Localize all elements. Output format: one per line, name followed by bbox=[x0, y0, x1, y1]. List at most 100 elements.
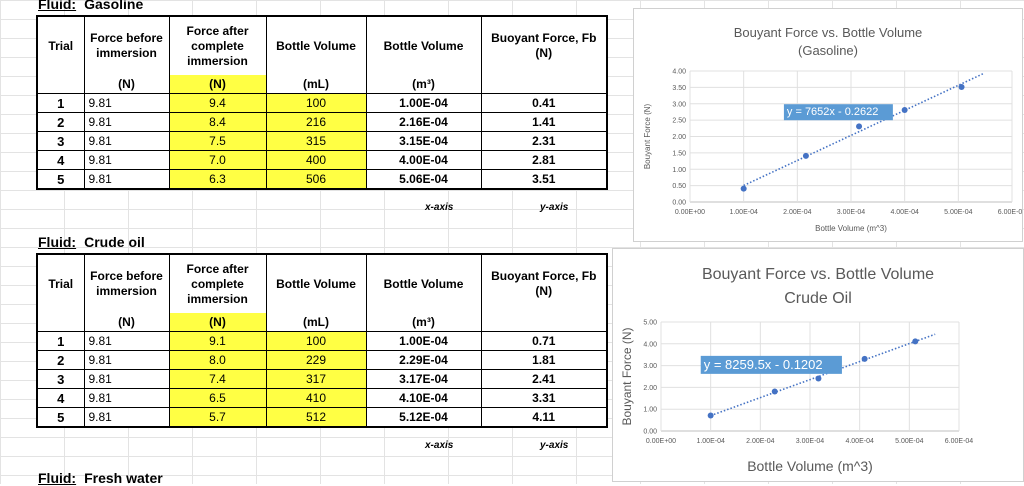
chart-gasoline[interactable]: Bouyant Force vs. Bottle Volume (Gasoline… bbox=[633, 8, 1023, 242]
unit-fb bbox=[481, 313, 608, 332]
cell-ml[interactable]: 506 bbox=[266, 169, 367, 189]
y-tick-label: 0.00 bbox=[643, 429, 657, 436]
fluid-title-fresh-water: Fluid: Fresh water bbox=[38, 470, 163, 486]
cell-m3[interactable]: 2.29E-04 bbox=[366, 350, 482, 370]
cell-trial[interactable]: 2 bbox=[37, 112, 85, 132]
cell-after[interactable]: 5.7 bbox=[169, 407, 267, 427]
cell-ml[interactable]: 317 bbox=[266, 369, 367, 389]
unit-m3: (m³) bbox=[366, 75, 482, 94]
cell-after[interactable]: 7.5 bbox=[169, 131, 267, 151]
cell-trial[interactable]: 4 bbox=[37, 150, 85, 170]
cell-m3[interactable]: 3.15E-04 bbox=[366, 131, 482, 151]
equation-text: y = 8259.5x - 0.1202 bbox=[704, 357, 823, 372]
cell-before[interactable]: 9.81 bbox=[84, 388, 170, 408]
y-tick-label: 4.00 bbox=[672, 69, 686, 76]
header-trial: Trial bbox=[37, 254, 85, 313]
cell-before[interactable]: 9.81 bbox=[84, 407, 170, 427]
data-point bbox=[802, 152, 809, 159]
cell-m3[interactable]: 3.17E-04 bbox=[366, 369, 482, 389]
cell-after[interactable]: 8.4 bbox=[169, 112, 267, 132]
cell-m3[interactable]: 5.06E-04 bbox=[366, 169, 482, 189]
cell-before[interactable]: 9.81 bbox=[84, 169, 170, 189]
data-point bbox=[856, 123, 863, 130]
cell-fb[interactable]: 2.41 bbox=[481, 369, 608, 389]
cell-trial[interactable]: 5 bbox=[37, 407, 85, 427]
y-tick-label: 1.00 bbox=[643, 407, 657, 414]
cell-after[interactable]: 6.3 bbox=[169, 169, 267, 189]
header-bottle-volume-ml: Bottle Volume bbox=[266, 254, 367, 313]
equation-box bbox=[783, 104, 893, 121]
cell-after[interactable]: 6.5 bbox=[169, 388, 267, 408]
table-row: 1 9.81 9.4 100 1.00E-04 0.41 bbox=[37, 93, 608, 113]
cell-before[interactable]: 9.81 bbox=[84, 331, 170, 351]
fluid-title-crude-oil: Fluid: Crude oil bbox=[38, 234, 145, 250]
cell-ml[interactable]: 100 bbox=[266, 331, 367, 351]
cell-fb[interactable]: 3.51 bbox=[481, 169, 608, 189]
cell-fb[interactable]: 2.31 bbox=[481, 131, 608, 151]
unit-before: (N) bbox=[84, 75, 170, 94]
cell-fb[interactable]: 0.41 bbox=[481, 93, 608, 113]
trendline bbox=[710, 333, 936, 417]
cell-m3[interactable]: 4.00E-04 bbox=[366, 150, 482, 170]
fluid-name: Fresh water bbox=[84, 470, 163, 486]
y-tick-label: 3.00 bbox=[643, 363, 657, 370]
cell-before[interactable]: 9.81 bbox=[84, 369, 170, 389]
x-tick-label: 1.00E-04 bbox=[696, 438, 725, 445]
cell-ml[interactable]: 400 bbox=[266, 150, 367, 170]
cell-m3[interactable]: 2.16E-04 bbox=[366, 112, 482, 132]
cell-m3[interactable]: 1.00E-04 bbox=[366, 93, 482, 113]
cell-trial[interactable]: 1 bbox=[37, 93, 85, 113]
x-tick-label: 6.00E-04 bbox=[945, 438, 974, 445]
cell-after[interactable]: 9.1 bbox=[169, 331, 267, 351]
cell-trial[interactable]: 1 bbox=[37, 331, 85, 351]
cell-trial[interactable]: 4 bbox=[37, 388, 85, 408]
x-axis-label: Bottle Volume (m^3) bbox=[747, 458, 873, 474]
cell-fb[interactable]: 2.81 bbox=[481, 150, 608, 170]
header-bottle-volume-m3: Bottle Volume bbox=[366, 254, 482, 313]
cell-fb[interactable]: 0.71 bbox=[481, 331, 608, 351]
trendline-equation: y = 7652x - 0.2622 bbox=[783, 104, 893, 121]
cell-fb[interactable]: 3.31 bbox=[481, 388, 608, 408]
chart-subtitle: (Gasoline) bbox=[798, 43, 858, 58]
cell-after[interactable]: 7.4 bbox=[169, 369, 267, 389]
table-row: 2 9.81 8.0 229 2.29E-04 1.81 bbox=[37, 350, 608, 370]
cell-after[interactable]: 8.0 bbox=[169, 350, 267, 370]
cell-ml[interactable]: 216 bbox=[266, 112, 367, 132]
cell-fb[interactable]: 1.81 bbox=[481, 350, 608, 370]
header-bottle-volume-ml: Bottle Volume bbox=[266, 16, 367, 75]
cell-trial[interactable]: 5 bbox=[37, 169, 85, 189]
chart-crude-oil[interactable]: Bouyant Force vs. Bottle Volume Crude Oil… bbox=[612, 248, 1024, 482]
cell-trial[interactable]: 2 bbox=[37, 350, 85, 370]
cell-m3[interactable]: 5.12E-04 bbox=[366, 407, 482, 427]
cell-m3[interactable]: 4.10E-04 bbox=[366, 388, 482, 408]
cell-ml[interactable]: 229 bbox=[266, 350, 367, 370]
unit-ml: (mL) bbox=[266, 75, 367, 94]
unit-after: (N) bbox=[169, 313, 267, 332]
cell-before[interactable]: 9.81 bbox=[84, 131, 170, 151]
cell-fb[interactable]: 4.11 bbox=[481, 407, 608, 427]
y-tick-label: 2.00 bbox=[643, 385, 657, 392]
cell-before[interactable]: 9.81 bbox=[84, 112, 170, 132]
cell-after[interactable]: 9.4 bbox=[169, 93, 267, 113]
y-tick-label: 3.50 bbox=[672, 85, 686, 92]
cell-m3[interactable]: 1.00E-04 bbox=[366, 331, 482, 351]
cell-fb[interactable]: 1.41 bbox=[481, 112, 608, 132]
cell-before[interactable]: 9.81 bbox=[84, 93, 170, 113]
cell-before[interactable]: 9.81 bbox=[84, 150, 170, 170]
cell-after[interactable]: 7.0 bbox=[169, 150, 267, 170]
cell-trial[interactable]: 3 bbox=[37, 369, 85, 389]
unit-m3: (m³) bbox=[366, 313, 482, 332]
data-point bbox=[912, 338, 919, 345]
header-buoyant-force: Buoyant Force, Fb (N) bbox=[481, 254, 608, 313]
cell-before[interactable]: 9.81 bbox=[84, 350, 170, 370]
cell-ml[interactable]: 410 bbox=[266, 388, 367, 408]
header-buoyant-force: Buoyant Force, Fb (N) bbox=[481, 16, 608, 75]
cell-trial[interactable]: 3 bbox=[37, 131, 85, 151]
x-tick-label: 5.00E-04 bbox=[895, 438, 924, 445]
cell-ml[interactable]: 512 bbox=[266, 407, 367, 427]
chart-crude-oil-svg: Bouyant Force vs. Bottle Volume Crude Oil… bbox=[620, 266, 974, 474]
cell-ml[interactable]: 315 bbox=[266, 131, 367, 151]
x-tick-label: 2.00E-04 bbox=[783, 209, 812, 216]
y-tick-label: 0.50 bbox=[672, 183, 686, 190]
cell-ml[interactable]: 100 bbox=[266, 93, 367, 113]
